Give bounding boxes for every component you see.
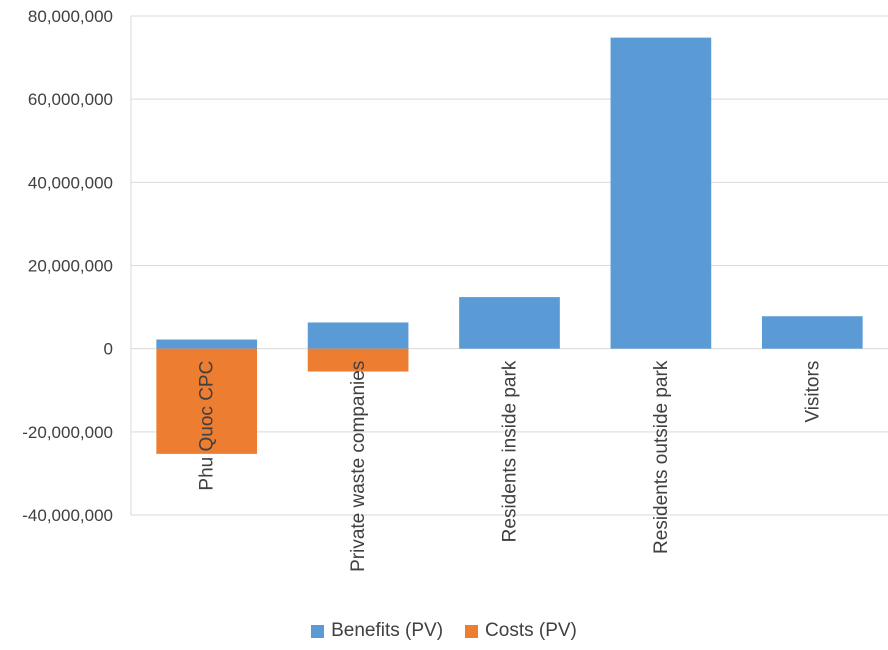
bar-benefits [761,316,863,349]
legend-swatch-costs [465,624,479,638]
bar-chart: 80,000,000 60,000,000 40,000,000 20,000,000… [22,7,888,572]
y-tick-label: 20,000,000 [28,257,113,276]
bar-benefits [156,339,258,349]
x-category-label: Residents outside park [651,360,672,554]
y-tick-label: 60,000,000 [28,90,113,109]
bar-benefits [459,297,560,349]
legend-item-costs: Costs (PV) [465,620,577,642]
bar-costs [307,348,409,372]
y-tick-label: 40,000,000 [28,173,113,192]
y-tick-label: 0 [104,340,113,359]
legend-label-benefits: Benefits (PV) [331,620,444,641]
bar-benefits [610,37,712,349]
legend: Benefits (PV) Costs (PV) [0,620,888,642]
x-category-label: Private waste companies [348,361,369,572]
bar-costs [156,348,258,454]
legend-swatch-benefits [311,624,325,638]
x-category-label: Phu Quoc CPC [197,361,218,491]
bar-benefits [307,322,409,349]
y-tick-label: 80,000,000 [28,7,113,26]
x-category-label: Residents inside park [500,360,521,542]
legend-item-benefits: Benefits (PV) [311,620,443,642]
y-tick-label: -20,000,000 [22,423,113,442]
legend-label-costs: Costs (PV) [485,620,577,641]
y-tick-label: -40,000,000 [22,506,113,525]
x-category-label: Visitors [802,361,823,423]
